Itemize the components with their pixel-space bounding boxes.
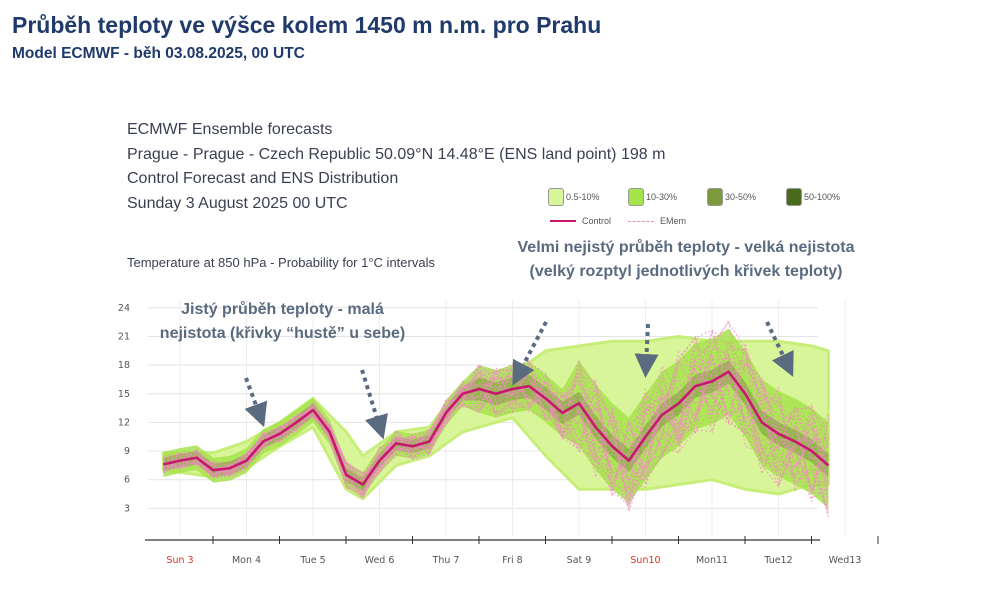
arrow-icon (244, 377, 268, 428)
legend-label: 0.5-10% (566, 192, 600, 202)
ensemble-member-line (163, 384, 829, 495)
ensemble-member-line (163, 329, 829, 498)
legend-swatch (548, 188, 564, 206)
y-axis: 3 6 9 12 15 18 21 24 (118, 303, 130, 515)
arrow-icon (512, 321, 548, 386)
ensemble-member-line (163, 371, 829, 514)
x-tick-label: Sun10 (630, 555, 660, 566)
page-title: Průběh teploty ve výšce kolem 1450 m n.m… (12, 12, 602, 38)
legend-item: 50-100% (786, 188, 840, 206)
legend-swatch (786, 188, 802, 206)
x-tick-label: Sat 9 (567, 555, 592, 566)
x-tick-label: Mon11 (696, 555, 728, 566)
legend-item: 30-50% (707, 188, 756, 206)
annotation-uncertain: Velmi nejistý průběh teploty - velká nej… (495, 236, 877, 284)
annotation-certain: Jistý průběh teploty - malá nejistota (k… (159, 301, 406, 342)
x-tick-label: Sun 3 (166, 555, 193, 566)
x-tick-label: Tue 5 (299, 555, 325, 566)
legend-item: 0.5-10% (548, 188, 600, 206)
x-tick-label: Wed 6 (365, 555, 395, 566)
ensemble-member-line (163, 370, 829, 507)
page-subtitle: Model ECMWF - běh 03.08.2025, 00 UTC (12, 45, 305, 62)
ensemble-member-line (163, 356, 829, 496)
y-tick-label: 9 (124, 446, 130, 457)
spread-band-10-30 (163, 328, 829, 509)
ensemble-member-line (163, 362, 829, 511)
y-tick-label: 18 (118, 360, 130, 371)
y-tick-label: 24 (118, 303, 130, 314)
y-tick-label: 3 (124, 503, 130, 514)
ensemble-member-line (163, 335, 829, 499)
forecast-header: ECMWF Ensemble forecasts Prague - Prague… (127, 118, 665, 216)
legend-swatch (707, 188, 723, 206)
legend-control-line (550, 220, 576, 222)
y-tick-label: 21 (118, 331, 130, 342)
legend-label: 10-30% (646, 192, 678, 202)
forecast-header-line: Prague - Prague - Czech Republic 50.09°N… (127, 145, 666, 163)
legend-label: 30-50% (725, 192, 757, 202)
chart-title: Temperature at 850 hPa - Probability for… (127, 255, 435, 270)
arrow-icon (765, 321, 794, 377)
annotation-arrows (244, 321, 794, 440)
arrow-icon (634, 323, 659, 378)
ensemble-member-line (163, 358, 829, 496)
forecast-header-line: Sunday 3 August 2025 00 UTC (127, 194, 348, 212)
ensemble-member-line (163, 340, 829, 495)
x-axis: Sun 3 Mon 4 Tue 5 Wed 6 Thu 7 Fri 8 Sat 9 Sun10… (145, 536, 879, 566)
legend-swatch (628, 188, 644, 206)
x-tick-label: Mon 4 (232, 555, 261, 566)
x-tick-label: Thu 7 (432, 555, 460, 566)
legend-emem-line (628, 220, 654, 222)
legend-item: Control (550, 216, 611, 226)
legend-label: EMem (660, 216, 687, 226)
ensemble-member-line (163, 358, 829, 499)
forecast-header-line: Control Forecast and ENS Distribution (127, 170, 399, 187)
x-tick-label: Fri 8 (502, 555, 522, 566)
forecast-header-line: ECMWF Ensemble forecasts (127, 121, 333, 138)
control-line (163, 370, 830, 486)
legend-item: EMem (628, 216, 686, 226)
legend-label: 50-100% (804, 192, 841, 202)
arrow-icon (360, 369, 388, 440)
y-tick-label: 12 (118, 417, 130, 428)
ensemble-member-line (163, 352, 829, 488)
legend-item: 10-30% (628, 188, 677, 206)
y-tick-label: 6 (124, 475, 130, 486)
y-tick-label: 15 (118, 389, 130, 400)
x-tick-label: Wed13 (829, 555, 862, 566)
ensemble-member-line (163, 362, 829, 500)
control-series (163, 370, 830, 486)
legend-label: Control (582, 216, 612, 226)
x-tick-label: Tue12 (763, 555, 792, 566)
ensemble-member-line (163, 357, 829, 495)
